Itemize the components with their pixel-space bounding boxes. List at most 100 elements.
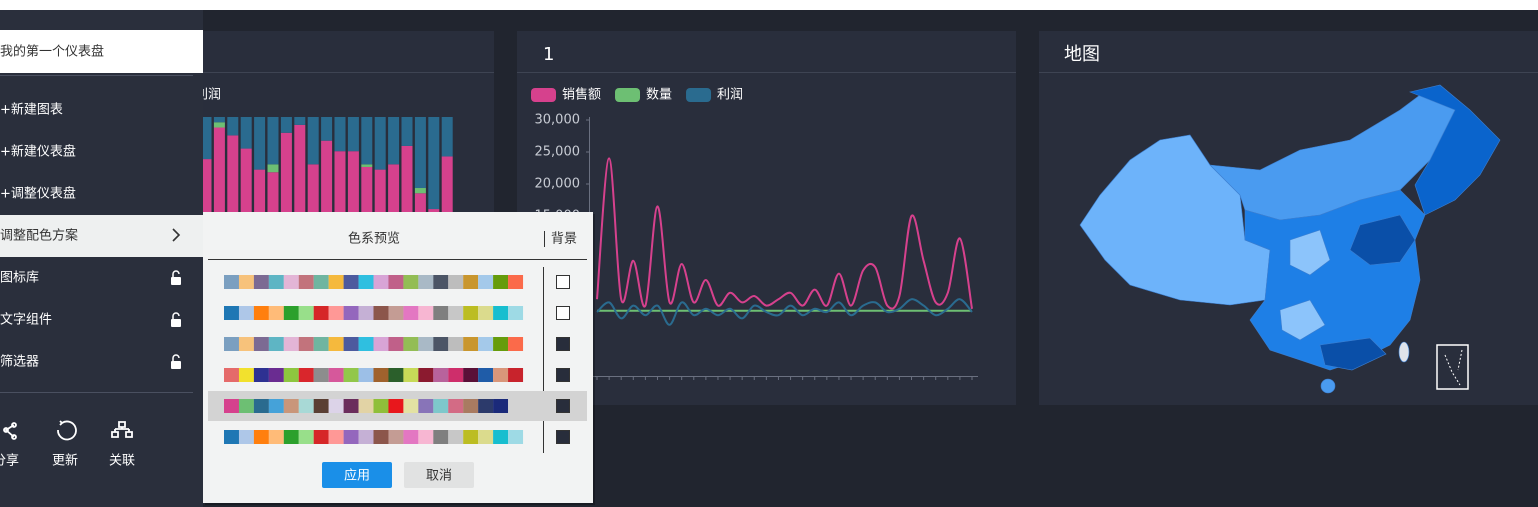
swatch[interactable] [343, 275, 359, 289]
swatch[interactable] [283, 306, 299, 320]
swatch[interactable] [328, 368, 344, 382]
swatch[interactable] [224, 337, 239, 351]
swatch[interactable] [358, 306, 374, 320]
swatch[interactable] [478, 368, 494, 382]
swatch[interactable] [328, 337, 344, 351]
action-label[interactable]: 更新 [52, 453, 78, 469]
swatch[interactable] [268, 368, 284, 382]
swatch[interactable] [253, 430, 269, 444]
swatch[interactable] [433, 430, 449, 444]
swatch[interactable] [373, 337, 389, 351]
swatch[interactable] [493, 399, 509, 413]
swatch[interactable] [224, 399, 239, 413]
swatch[interactable] [373, 368, 389, 382]
dashboard-name-box[interactable] [0, 30, 203, 73]
swatch[interactable] [418, 306, 434, 320]
action-label[interactable]: 关联 [109, 454, 135, 469]
swatch[interactable] [463, 368, 479, 382]
button-label[interactable]: 取消 [426, 469, 452, 484]
swatch[interactable] [253, 306, 269, 320]
swatch[interactable] [433, 275, 449, 289]
swatch[interactable] [463, 306, 479, 320]
swatch[interactable] [373, 399, 389, 413]
swatch[interactable] [418, 275, 434, 289]
swatch[interactable] [418, 337, 434, 351]
swatch[interactable] [373, 430, 389, 444]
action-icon[interactable] [3, 422, 17, 440]
swatch[interactable] [298, 337, 314, 351]
swatch[interactable] [448, 275, 464, 289]
swatch[interactable] [238, 337, 254, 351]
button[interactable] [322, 462, 392, 488]
swatch[interactable] [418, 368, 434, 382]
background-swatch[interactable] [556, 399, 570, 413]
swatch[interactable] [403, 368, 419, 382]
menu-item[interactable]: 图标库 [0, 270, 39, 286]
swatch[interactable] [298, 399, 314, 413]
swatch[interactable] [418, 399, 434, 413]
swatch[interactable] [448, 430, 464, 444]
swatch[interactable] [328, 275, 344, 289]
swatch[interactable] [343, 306, 359, 320]
swatch[interactable] [463, 337, 479, 351]
swatch[interactable] [403, 306, 419, 320]
swatch[interactable] [478, 275, 494, 289]
swatch[interactable] [224, 275, 239, 289]
background-swatch[interactable] [556, 337, 570, 351]
swatch[interactable] [478, 399, 494, 413]
swatch[interactable] [448, 306, 464, 320]
swatch[interactable] [388, 337, 404, 351]
swatch[interactable] [283, 399, 299, 413]
swatch[interactable] [313, 275, 329, 289]
menu-item[interactable]: +新建图表 [0, 102, 63, 118]
action-label[interactable]: 分享 [0, 453, 19, 469]
swatch[interactable] [283, 337, 299, 351]
swatch[interactable] [343, 399, 359, 413]
swatch[interactable] [388, 306, 404, 320]
swatch[interactable] [328, 430, 344, 444]
swatch[interactable] [253, 399, 269, 413]
swatch[interactable] [313, 306, 329, 320]
swatch[interactable] [388, 399, 404, 413]
swatch[interactable] [343, 430, 359, 444]
swatch[interactable] [508, 306, 524, 320]
swatch[interactable] [224, 306, 239, 320]
swatch[interactable] [508, 275, 524, 289]
swatch[interactable] [238, 430, 254, 444]
swatch[interactable] [283, 368, 299, 382]
swatch[interactable] [313, 337, 329, 351]
background-swatch[interactable] [556, 275, 570, 289]
swatch[interactable] [268, 275, 284, 289]
button-label[interactable]: 应用 [344, 468, 370, 484]
swatch[interactable] [508, 337, 524, 351]
swatch[interactable] [283, 275, 299, 289]
swatch[interactable] [253, 275, 269, 289]
background-swatch[interactable] [556, 430, 570, 444]
button[interactable] [404, 462, 474, 488]
swatch[interactable] [238, 399, 254, 413]
swatch[interactable] [358, 399, 374, 413]
swatch[interactable] [313, 430, 329, 444]
swatch[interactable] [373, 275, 389, 289]
swatch[interactable] [238, 275, 254, 289]
swatch[interactable] [358, 430, 374, 444]
swatch[interactable] [313, 399, 329, 413]
swatch[interactable] [493, 337, 509, 351]
swatch[interactable] [388, 430, 404, 444]
swatch[interactable] [508, 430, 524, 444]
swatch[interactable] [448, 337, 464, 351]
swatch[interactable] [343, 368, 359, 382]
swatch[interactable] [238, 368, 254, 382]
swatch[interactable] [418, 430, 434, 444]
swatch[interactable] [358, 275, 374, 289]
swatch[interactable] [508, 399, 524, 413]
swatch[interactable] [373, 306, 389, 320]
swatch[interactable] [298, 306, 314, 320]
swatch[interactable] [298, 368, 314, 382]
swatch[interactable] [224, 430, 239, 444]
swatch[interactable] [403, 430, 419, 444]
swatch[interactable] [283, 430, 299, 444]
menu-item[interactable]: 筛选器 [0, 355, 39, 370]
swatch[interactable] [478, 306, 494, 320]
swatch[interactable] [463, 399, 479, 413]
